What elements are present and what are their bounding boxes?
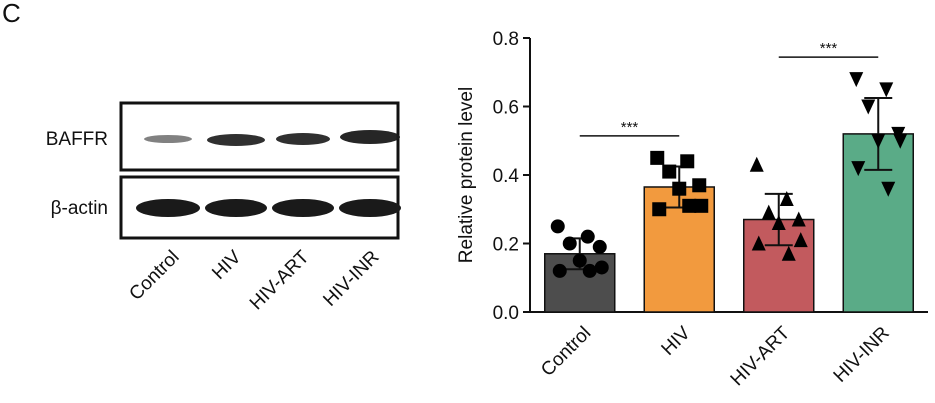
blot-lane-label: HIV [208,246,245,283]
y-tick-label: 0.6 [493,98,519,119]
panel-label: C [2,0,21,28]
point [694,198,709,213]
blot-lane-label: HIV-ART [246,246,314,314]
blot-lane-label: Control [125,247,183,305]
point [652,202,667,217]
point [594,260,609,275]
point [552,263,567,278]
point [662,164,677,179]
point [779,190,794,206]
point [881,181,896,197]
point [682,198,697,213]
point [749,156,764,172]
point [781,245,796,261]
blot-lane-label: HIV-INR [319,247,383,311]
y-tick-label: 0.4 [493,166,520,187]
point [582,263,597,278]
point [580,229,595,244]
point [879,82,894,98]
x-tick-label: Control [537,323,595,381]
x-tick-label: HIV [658,322,695,359]
x-tick-label: HIV-ART [727,322,795,390]
blot-row-label: BAFFR [46,129,108,150]
blot-row-label: β-actin [51,198,108,219]
point [771,214,786,230]
point [692,178,707,193]
significance-label: *** [621,119,639,136]
point [672,181,687,196]
x-tick-label: HIV-INR [830,323,894,387]
y-tick-label: 0.2 [493,235,519,256]
point [849,72,864,88]
point [791,211,806,227]
point [550,219,565,234]
point [851,161,866,177]
significance-label: *** [820,40,838,57]
point [592,239,607,254]
y-tick-label: 0.8 [493,29,519,50]
point [562,236,577,251]
y-tick-label: 0.0 [493,303,519,324]
point [793,232,808,248]
point [680,154,695,169]
point [650,150,665,165]
point [861,99,876,115]
point [761,204,776,220]
point [751,235,766,251]
y-axis-label: Relative protein level [456,87,477,263]
bands [136,130,401,217]
point [893,133,908,149]
point [572,253,587,268]
point [871,133,886,149]
